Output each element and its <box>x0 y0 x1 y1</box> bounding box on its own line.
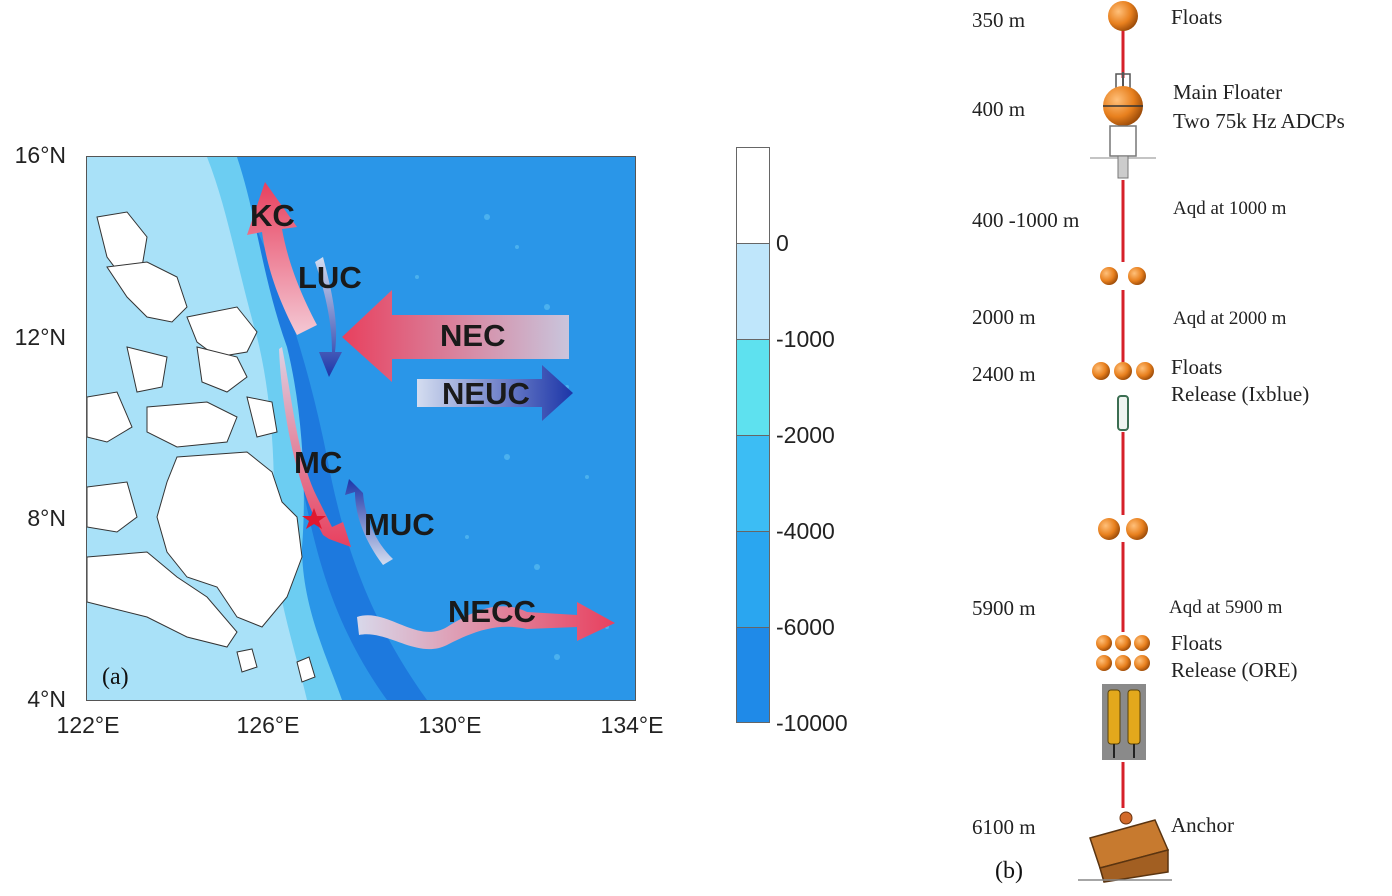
panel-a-tag: (a) <box>102 664 129 690</box>
muc-arrow <box>345 479 393 565</box>
mooring-diagram <box>1078 1 1172 883</box>
depth-label-5900: 5900 m <box>972 596 1036 620</box>
float-triple-3 <box>1136 362 1154 380</box>
annotation-aqd-2000: Aqd at 2000 m <box>1173 308 1287 329</box>
lat-label-16n: 16°N <box>14 142 66 168</box>
current-label-mc: MC <box>294 445 343 480</box>
current-label-necc: NECC <box>448 594 536 629</box>
float-pair-upper-2 <box>1128 267 1146 285</box>
annotation-release-ore: Release (ORE) <box>1171 658 1298 682</box>
colorbar-label-2000: -2000 <box>776 422 835 448</box>
annotation-main-floater: Main Floater <box>1173 80 1283 104</box>
colorbar-band-0-1000 <box>736 243 770 340</box>
lon-label-134e: 134°E <box>600 712 664 738</box>
release-ixblue <box>1117 395 1129 431</box>
colorbar-band-2000-4000 <box>736 435 770 532</box>
annotation-aqd-5900: Aqd at 5900 m <box>1169 597 1283 618</box>
depth-label-6100: 6100 m <box>972 815 1036 839</box>
lat-label-12n: 12°N <box>14 324 66 350</box>
annotation-anchor: Anchor <box>1171 813 1234 837</box>
lat-label-4n: 4°N <box>27 686 66 712</box>
colorbar-label-0: 0 <box>776 230 789 256</box>
current-label-muc: MUC <box>364 507 435 542</box>
depth-label-2000: 2000 m <box>972 305 1036 329</box>
colorbar-label-1000: -1000 <box>776 326 835 352</box>
necc-arrow <box>357 602 615 650</box>
depth-label-400: 400 m <box>972 97 1026 121</box>
float-triple <box>1092 362 1110 380</box>
float-cluster-six <box>1096 635 1150 671</box>
current-label-kc: KC <box>250 198 295 233</box>
colorbar-band-1000-2000 <box>736 339 770 436</box>
lon-label-122e: 122°E <box>56 712 120 738</box>
neuc-arrow <box>417 365 573 421</box>
philippines-land <box>86 211 316 683</box>
colorbar-band-4000-6000 <box>736 531 770 628</box>
annotation-aqd-1000: Aqd at 1000 m <box>1173 198 1287 219</box>
colorbar-band-land <box>736 147 770 244</box>
kc-arrow <box>247 182 317 335</box>
release-ore <box>1102 684 1146 760</box>
current-label-luc: LUC <box>298 260 362 295</box>
luc-arrow <box>315 257 342 377</box>
float-pair-lower-2 <box>1126 518 1148 540</box>
annotation-adcps: Two 75k Hz ADCPs <box>1173 109 1345 133</box>
bathymetry-map <box>86 156 636 701</box>
philippine-trench <box>197 187 427 700</box>
lon-label-126e: 126°E <box>236 712 300 738</box>
seafloor-features <box>415 214 609 660</box>
colorbar-label-6000: -6000 <box>776 614 835 640</box>
annotation-floats-5900: Floats <box>1171 631 1223 655</box>
anchor <box>1078 811 1172 883</box>
float-triple-2 <box>1114 362 1132 380</box>
mooring-station-star <box>302 508 326 529</box>
colorbar-label-4000: -4000 <box>776 518 835 544</box>
float-pair-lower <box>1098 518 1120 540</box>
depth-label-400-1000: 400 -1000 m <box>972 208 1080 232</box>
map-canvas <box>86 157 635 700</box>
lon-label-130e: 130°E <box>418 712 482 738</box>
main-floater <box>1090 72 1156 179</box>
annotation-release-ixblue: Release (Ixblue) <box>1171 382 1310 406</box>
current-label-neuc: NEUC <box>442 376 530 411</box>
depth-label-2400: 2400 m <box>972 362 1036 386</box>
nec-arrow <box>342 290 569 382</box>
annotation-floats-2400: Floats <box>1171 355 1223 379</box>
panel-b-tag: (b) <box>995 858 1023 884</box>
top-float <box>1108 1 1138 31</box>
mc-arrow <box>279 347 351 547</box>
float-pair-upper <box>1100 267 1118 285</box>
lat-label-8n: 8°N <box>27 505 66 531</box>
colorbar-band-6000-10000 <box>736 627 770 723</box>
annotation-floats-top: Floats <box>1171 5 1223 29</box>
current-label-nec: NEC <box>440 318 506 353</box>
depth-label-350: 350 m <box>972 8 1026 32</box>
colorbar-label-10000: -10000 <box>776 710 848 736</box>
